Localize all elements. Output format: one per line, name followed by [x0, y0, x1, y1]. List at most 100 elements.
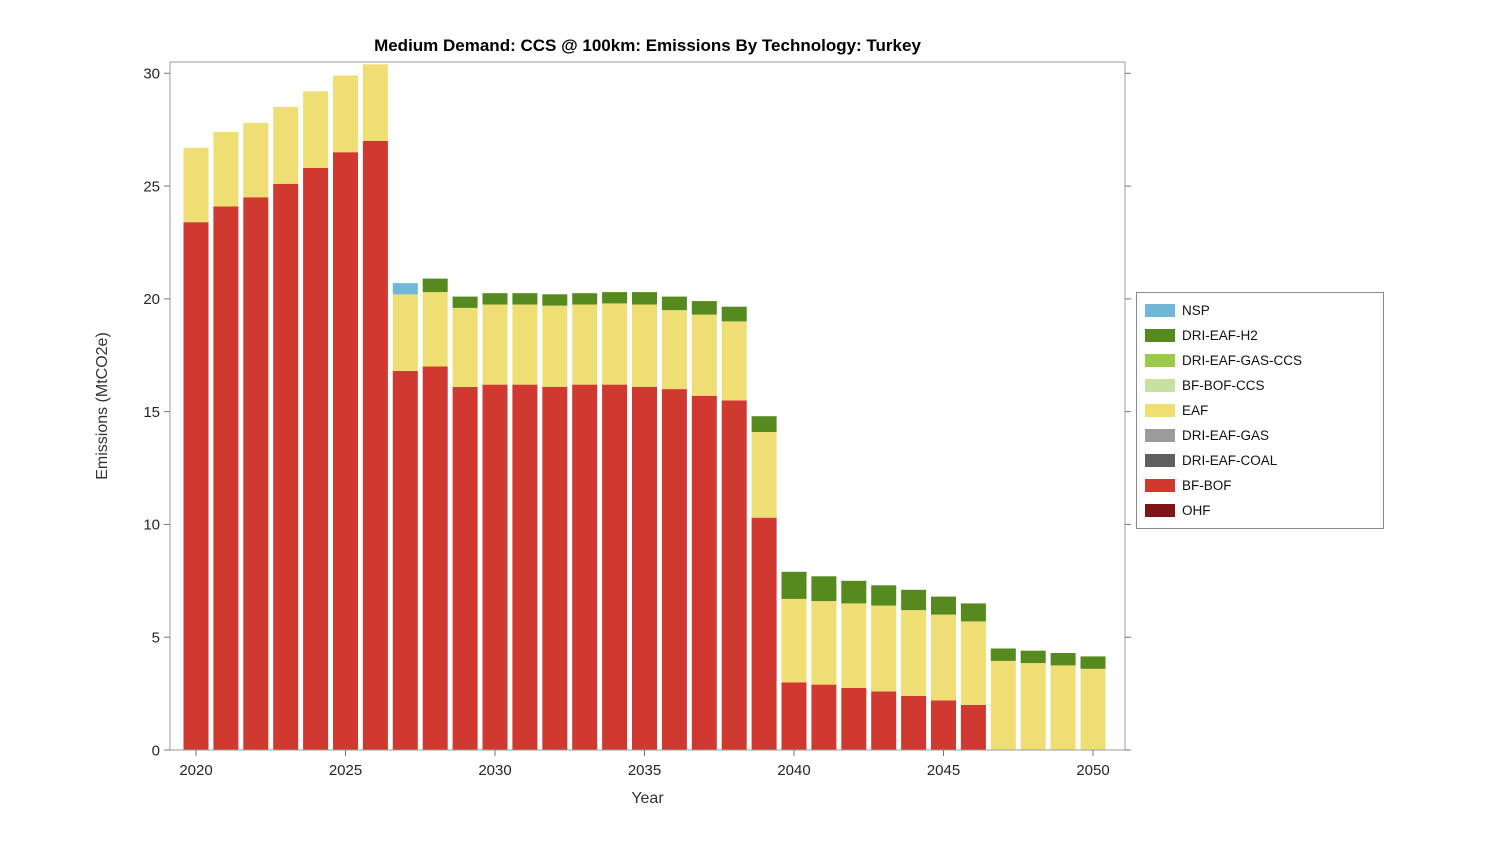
- bar-segment-DRI-EAF-H2-2040: [781, 571, 807, 599]
- x-axis-label: Year: [631, 790, 664, 807]
- legend-label: OHF: [1182, 503, 1211, 518]
- bar-segment-BF-BOF-2041: [811, 684, 837, 750]
- plot-box: [169, 61, 1126, 751]
- bar-segment-BF-BOF-2026: [362, 141, 388, 750]
- bar-segment-EAF-2039: [751, 431, 777, 518]
- bar-segment-EAF-2026: [362, 64, 388, 141]
- bar-segment-EAF-2041: [811, 601, 837, 685]
- bar-segment-EAF-2028: [422, 292, 448, 367]
- y-tick-label-20: 20: [143, 291, 160, 308]
- legend-swatch-NSP: [1145, 304, 1175, 317]
- chart-title: Medium Demand: CCS @ 100km: Emissions By…: [374, 36, 921, 55]
- x-tick-label-2030: 2030: [478, 762, 511, 779]
- bar-segment-EAF-2021: [213, 131, 239, 207]
- bar-segment-BF-BOF-2035: [632, 386, 657, 750]
- legend-label: BF-BOF: [1182, 478, 1232, 493]
- y-tick-label-30: 30: [143, 66, 160, 83]
- bar-segment-DRI-EAF-H2-2033: [572, 293, 598, 305]
- bar-segment-BF-BOF-2037: [691, 395, 717, 750]
- bar-segment-DRI-EAF-H2-2036: [661, 296, 687, 311]
- bar-segment-BF-BOF-2028: [422, 366, 448, 750]
- bar-segment-BF-BOF-2036: [661, 389, 687, 750]
- bar-segment-BF-BOF-2039: [751, 517, 777, 750]
- bar-segment-BF-BOF-2023: [273, 183, 299, 751]
- bar-segment-EAF-2045: [931, 614, 956, 701]
- bar-segment-DRI-EAF-H2-2049: [1050, 653, 1076, 666]
- bar-segment-BF-BOF-2022: [243, 197, 269, 751]
- y-tick-label-5: 5: [152, 629, 160, 646]
- bar-segment-DRI-EAF-H2-2047: [990, 648, 1016, 661]
- legend-item-DRI-EAF-H2: DRI-EAF-H2: [1137, 323, 1383, 348]
- bar-segment-EAF-2037: [691, 314, 717, 396]
- bar-segment-BF-BOF-2040: [781, 682, 807, 750]
- y-tick-label-15: 15: [143, 404, 160, 421]
- bar-segment-DRI-EAF-H2-2028: [422, 278, 448, 293]
- legend-label: BF-BOF-CCS: [1182, 378, 1265, 393]
- legend-swatch-DRI-EAF-GAS: [1145, 429, 1175, 442]
- legend-swatch-BF-BOF: [1145, 479, 1175, 492]
- x-tick-label-2040: 2040: [777, 762, 810, 779]
- bar-segment-BF-BOF-2038: [721, 400, 747, 750]
- legend-label: EAF: [1182, 403, 1209, 418]
- bar-segment-EAF-2046: [960, 621, 986, 705]
- legend-swatch-EAF: [1145, 404, 1175, 417]
- bar-segment-BF-BOF-2031: [512, 384, 538, 750]
- bar-segment-EAF-2025: [333, 75, 358, 153]
- bar-segment-EAF-2024: [303, 91, 329, 168]
- bar-segment-DRI-EAF-H2-2041: [811, 576, 837, 602]
- legend-item-NSP: NSP: [1137, 298, 1383, 323]
- legend-item-BF-BOF: BF-BOF: [1137, 473, 1383, 498]
- bar-segment-DRI-EAF-H2-2034: [602, 292, 628, 304]
- bar-segment-BF-BOF-2034: [602, 384, 628, 750]
- legend-label: DRI-EAF-COAL: [1182, 453, 1278, 468]
- x-tick-label-2050: 2050: [1076, 762, 1109, 779]
- bar-segment-EAF-2048: [1020, 663, 1046, 750]
- bar-segment-DRI-EAF-H2-2035: [632, 292, 657, 305]
- bar-segment-EAF-2023: [273, 107, 299, 184]
- bar-segment-BF-BOF-2030: [482, 384, 508, 750]
- bar-segment-DRI-EAF-H2-2032: [542, 294, 568, 306]
- bar-segment-DRI-EAF-H2-2030: [482, 293, 508, 305]
- bar-segment-BF-BOF-2042: [841, 688, 867, 750]
- bar-segment-BF-BOF-2045: [931, 700, 956, 750]
- legend-item-EAF: EAF: [1137, 398, 1383, 423]
- legend-item-OHF: OHF: [1137, 498, 1383, 523]
- bar-segment-EAF-2031: [512, 304, 538, 385]
- legend-swatch-DRI-EAF-GAS-CCS: [1145, 354, 1175, 367]
- bar-segment-EAF-2040: [781, 598, 807, 683]
- bar-segment-EAF-2020: [183, 147, 209, 223]
- legend-label: DRI-EAF-GAS-CCS: [1182, 353, 1303, 368]
- bar-segment-EAF-2042: [841, 603, 867, 688]
- bar-segment-BF-BOF-2021: [213, 206, 239, 750]
- y-tick-label-10: 10: [143, 517, 160, 534]
- bar-segment-DRI-EAF-H2-2029: [452, 296, 478, 308]
- legend-item-DRI-EAF-GAS: DRI-EAF-GAS: [1137, 423, 1383, 448]
- bar-segment-EAF-2027: [392, 294, 418, 371]
- bar-segment-EAF-2029: [452, 307, 478, 387]
- bar-segment-EAF-2043: [871, 605, 897, 692]
- y-axis-label: Emissions (MtCO2e): [94, 332, 111, 480]
- bar-segment-BF-BOF-2033: [572, 384, 598, 750]
- bar-segment-DRI-EAF-H2-2043: [871, 585, 897, 606]
- x-tick-label-2045: 2045: [927, 762, 960, 779]
- bar-segment-EAF-2050: [1080, 668, 1106, 750]
- bar-segment-DRI-EAF-H2-2042: [841, 580, 867, 604]
- bar-segment-BF-BOF-2044: [901, 695, 927, 750]
- bar-segment-DRI-EAF-H2-2031: [512, 293, 538, 305]
- legend-item-DRI-EAF-GAS-CCS: DRI-EAF-GAS-CCS: [1137, 348, 1383, 373]
- x-tick-label-2035: 2035: [628, 762, 661, 779]
- bar-segment-DRI-EAF-H2-2037: [691, 301, 717, 315]
- bar-segment-EAF-2035: [632, 304, 657, 387]
- bar-segment-NSP-2027: [392, 283, 418, 295]
- bar-segment-BF-BOF-2043: [871, 691, 897, 750]
- bar-segment-EAF-2030: [482, 304, 508, 385]
- bar-segment-DRI-EAF-H2-2050: [1080, 656, 1106, 669]
- bar-segment-EAF-2038: [721, 321, 747, 401]
- x-tick-label-2020: 2020: [179, 762, 212, 779]
- bar-segment-BF-BOF-2032: [542, 386, 568, 750]
- legend-swatch-DRI-EAF-H2: [1145, 329, 1175, 342]
- legend: NSP DRI-EAF-H2 DRI-EAF-GAS-CCS BF-BOF-CCS EA…: [1136, 292, 1384, 529]
- bar-segment-EAF-2036: [661, 310, 687, 390]
